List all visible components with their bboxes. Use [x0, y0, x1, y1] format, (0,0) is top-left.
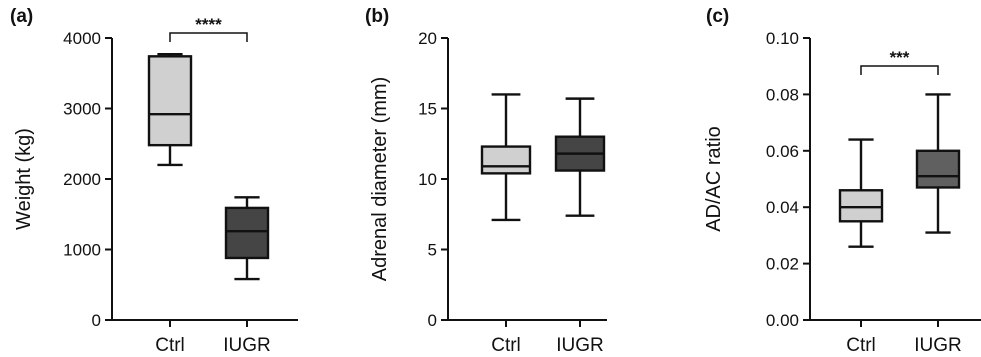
x-tick-label: IUGR	[914, 335, 962, 356]
box-rect	[480, 145, 532, 175]
chart-panel-c: (c) 0.00 0.02 0.04 0.06 0.08 0.10 AD/AC ratio Ct…	[703, 6, 981, 356]
y-tick-label: 0	[428, 311, 437, 330]
significance-bracket	[169, 32, 248, 42]
y-tick-label: 4000	[63, 29, 101, 48]
y-tick-label: 10	[418, 170, 437, 189]
box-iugr	[224, 196, 270, 281]
panel-label: (c)	[706, 6, 729, 27]
x-tick-label: IUGR	[223, 335, 271, 356]
box-ctrl	[480, 93, 532, 222]
y-tick-label: 5	[428, 241, 437, 260]
significance-label: ****	[195, 15, 222, 34]
y-tick-label: 0.02	[766, 255, 799, 274]
y-axis-label: AD/AC ratio	[703, 126, 725, 232]
y-tick-label: 2000	[63, 170, 101, 189]
y-tick-label: 0.06	[766, 142, 799, 161]
y-tick-label: 1000	[63, 241, 101, 260]
box-rect	[147, 55, 193, 147]
x-tick-label: Ctrl	[155, 335, 185, 356]
y-axis-label: Adrenal diameter (mm)	[369, 77, 391, 282]
y-tick-label: 3000	[63, 100, 101, 119]
y-tick-label: 20	[418, 29, 437, 48]
y-tick-label: 0.08	[766, 85, 799, 104]
box-rect	[915, 149, 961, 189]
y-tick-label: 0	[92, 311, 101, 330]
box-iugr	[554, 97, 606, 217]
x-tick-label: Ctrl	[846, 335, 876, 356]
box-ctrl	[838, 138, 884, 248]
chart-panel-b: (b) 0 5 10 15 20 Adrenal diameter (mm) Ctrl IUGR	[365, 6, 607, 356]
x-tick-label: IUGR	[556, 335, 604, 356]
y-axis-label: Weight (kg)	[13, 128, 35, 230]
box-iugr	[915, 93, 961, 234]
chart-panel-a: (a) 0 1000 2000 3000 4000 Weight (kg) Ctrl IUGR *…	[10, 6, 298, 356]
significance-bracket	[860, 65, 939, 75]
panel-label: (b)	[365, 6, 389, 27]
y-tick-label: 0.00	[766, 311, 799, 330]
box-rect	[224, 206, 270, 260]
panel-label: (a)	[10, 6, 33, 27]
box-ctrl	[147, 53, 193, 167]
x-tick-label: Ctrl	[491, 335, 521, 356]
y-tick-label: 0.10	[766, 29, 799, 48]
y-tick-label: 0.04	[766, 198, 799, 217]
box-rect	[838, 189, 884, 223]
significance-label: ***	[890, 48, 910, 67]
y-tick-label: 15	[418, 100, 437, 119]
